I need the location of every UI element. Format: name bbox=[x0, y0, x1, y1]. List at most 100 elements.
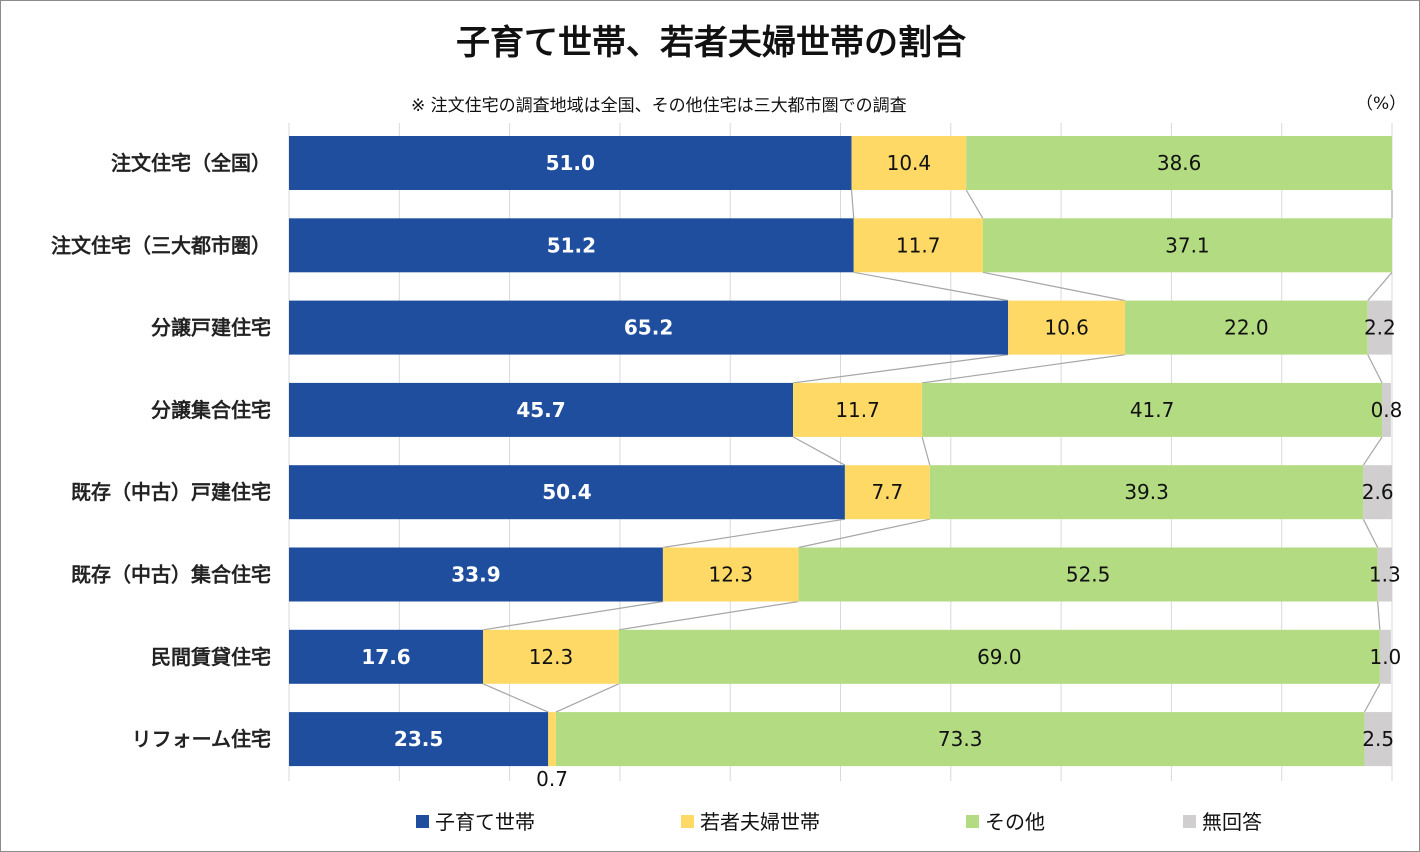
bar-segment bbox=[289, 136, 852, 190]
series-line bbox=[618, 600, 799, 631]
bar-segment bbox=[1377, 547, 1392, 602]
data-label: 41.7 bbox=[1130, 398, 1175, 422]
series-line bbox=[1367, 354, 1383, 384]
bar-segment bbox=[289, 300, 1009, 355]
data-label: 7.7 bbox=[871, 480, 903, 504]
series-line bbox=[965, 189, 984, 219]
legend-swatch bbox=[416, 815, 429, 828]
data-label: 12.3 bbox=[708, 563, 753, 587]
data-label: 69.0 bbox=[977, 645, 1022, 669]
category-label: 分譲戸建住宅 bbox=[151, 316, 271, 340]
data-label: 10.6 bbox=[1044, 316, 1089, 340]
bar-segment bbox=[289, 547, 663, 602]
bar-segment bbox=[1382, 382, 1391, 437]
bar-segment bbox=[1379, 629, 1391, 684]
data-label: 39.3 bbox=[1124, 480, 1169, 504]
data-label: 50.4 bbox=[542, 480, 591, 504]
legend-swatch bbox=[966, 815, 979, 828]
category-label: 注文住宅（三大都市圏） bbox=[51, 233, 271, 257]
data-label: 17.6 bbox=[361, 645, 410, 669]
category-label: リフォーム住宅 bbox=[132, 727, 271, 751]
category-label: 民間賃貸住宅 bbox=[151, 645, 271, 669]
data-label: 0.8 bbox=[1371, 398, 1403, 422]
series-line bbox=[1367, 271, 1393, 301]
data-label: 45.7 bbox=[516, 398, 565, 422]
series-line bbox=[792, 436, 846, 466]
bar-segment bbox=[1363, 465, 1392, 520]
bar-segment bbox=[289, 629, 484, 684]
data-label: 22.0 bbox=[1224, 316, 1269, 340]
series-line bbox=[555, 683, 620, 713]
legend-label: その他 bbox=[985, 810, 1045, 834]
data-label: 38.6 bbox=[1157, 151, 1202, 175]
data-label: 11.7 bbox=[835, 398, 880, 422]
category-label: 既存（中古）戸建住宅 bbox=[71, 480, 271, 504]
bar-segment bbox=[966, 136, 1392, 190]
legend-label: 無回答 bbox=[1202, 810, 1262, 834]
series-line bbox=[1362, 518, 1379, 548]
series-line bbox=[853, 271, 1009, 302]
bar-segment bbox=[1125, 300, 1368, 355]
series-line bbox=[1363, 683, 1381, 713]
bar-segment bbox=[798, 547, 1378, 602]
bar-segment bbox=[1364, 712, 1392, 767]
data-label: 1.0 bbox=[1369, 645, 1401, 669]
chart-subtitle: ※ 注文住宅の調査地域は全国、その他住宅は三大都市圏での調査 bbox=[411, 96, 907, 116]
data-label: 11.7 bbox=[896, 233, 941, 257]
bar-segment bbox=[548, 712, 556, 767]
bar-segment bbox=[793, 382, 923, 437]
series-line bbox=[1377, 601, 1381, 630]
data-label: 33.9 bbox=[451, 563, 500, 587]
series-line bbox=[982, 271, 1126, 302]
bar-segment bbox=[555, 712, 1365, 767]
bar-segment bbox=[929, 465, 1364, 520]
bar-segment bbox=[982, 218, 1392, 273]
category-label: 分譲集合住宅 bbox=[151, 398, 271, 422]
data-label: 2.6 bbox=[1362, 480, 1394, 504]
bar-segment bbox=[662, 547, 799, 602]
series-line bbox=[921, 436, 931, 466]
legend-swatch bbox=[1183, 815, 1196, 828]
bar-segment bbox=[289, 712, 549, 767]
legend-swatch bbox=[681, 815, 694, 828]
bar-segment bbox=[1367, 300, 1392, 355]
series-line bbox=[850, 189, 855, 219]
category-label: 既存（中古）集合住宅 bbox=[71, 563, 271, 587]
bar-segment bbox=[483, 629, 619, 684]
bar-segment bbox=[289, 465, 845, 520]
series-line bbox=[483, 600, 664, 631]
data-label: 51.0 bbox=[546, 151, 595, 175]
data-label: 37.1 bbox=[1165, 233, 1210, 257]
legend-label: 子育て世帯 bbox=[435, 810, 535, 834]
data-label: 12.3 bbox=[529, 645, 574, 669]
data-label: 2.5 bbox=[1362, 727, 1394, 751]
bar-segment bbox=[1008, 300, 1126, 355]
series-line bbox=[662, 518, 846, 549]
series-line bbox=[482, 683, 549, 713]
data-label: 52.5 bbox=[1066, 563, 1111, 587]
data-label: 51.2 bbox=[547, 233, 596, 257]
series-line bbox=[798, 518, 930, 549]
bar-segment bbox=[289, 382, 794, 437]
series-line bbox=[922, 354, 1126, 384]
bar-segment bbox=[618, 629, 1380, 684]
data-label: 10.4 bbox=[887, 151, 932, 175]
data-label: 1.3 bbox=[1369, 563, 1401, 587]
bar-segment bbox=[853, 218, 983, 273]
bar-segment bbox=[289, 218, 854, 273]
data-label: 23.5 bbox=[394, 727, 443, 751]
data-label: 2.2 bbox=[1364, 316, 1396, 340]
legend-label: 若者夫婦世帯 bbox=[700, 810, 820, 834]
series-line bbox=[792, 354, 1009, 384]
bar-segment bbox=[844, 465, 930, 520]
series-line bbox=[1362, 436, 1383, 466]
chart-title: 子育て世帯、若者夫婦世帯の割合 bbox=[456, 23, 966, 63]
bar-segment bbox=[922, 382, 1383, 437]
unit-label: （%） bbox=[1356, 94, 1407, 114]
category-label: 注文住宅（全国） bbox=[111, 151, 271, 175]
data-label: 65.2 bbox=[624, 316, 673, 340]
bar-segment bbox=[851, 136, 967, 190]
data-label: 73.3 bbox=[938, 727, 983, 751]
